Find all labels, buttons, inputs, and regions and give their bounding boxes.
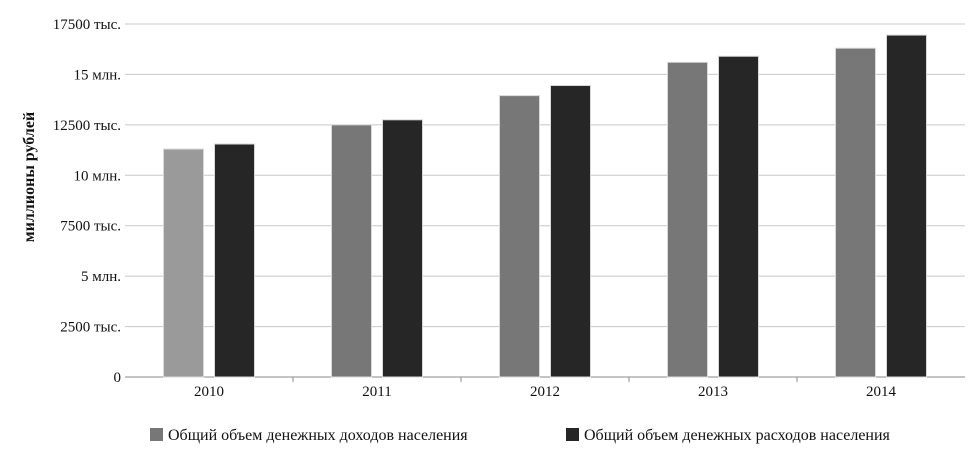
bar-2013-income bbox=[667, 61, 708, 378]
bar-2010-income bbox=[163, 148, 204, 378]
x-tick-label: 2010 bbox=[194, 384, 224, 400]
y-tick-label: 10 млн. bbox=[73, 168, 121, 184]
bar-2011-income bbox=[331, 124, 372, 378]
y-axis-label: миллионы рублей bbox=[21, 112, 38, 242]
y-tick-label: 17500 тыс. bbox=[53, 17, 121, 33]
y-tick-label: 0 bbox=[114, 370, 122, 386]
x-tick-label: 2011 bbox=[362, 384, 391, 400]
x-tick-label: 2013 bbox=[698, 384, 728, 400]
bar-2013-expense bbox=[718, 55, 759, 378]
bar-2010-expense bbox=[214, 143, 255, 378]
bar-2012-income bbox=[499, 95, 540, 378]
y-tick-label: 2500 тыс. bbox=[60, 320, 121, 336]
legend-label-expense: Общий объем денежных расходов населения bbox=[584, 427, 891, 444]
legend-swatch-income bbox=[150, 428, 163, 441]
legend: Общий объем денежных доходов населения Об… bbox=[150, 427, 891, 444]
y-tick-label: 15 млн. bbox=[73, 67, 121, 83]
legend-swatch-expense bbox=[566, 428, 579, 441]
bars bbox=[163, 34, 927, 378]
y-axis-ticks: 0 2500 тыс. 5 млн. 7500 тыс. 10 млн. 12500 ты… bbox=[53, 17, 121, 386]
bar-2014-expense bbox=[886, 34, 927, 378]
x-tick-label: 2014 bbox=[866, 384, 897, 400]
gridlines bbox=[125, 23, 965, 378]
bar-2011-expense bbox=[382, 119, 423, 378]
x-axis-ticks: 2010 2011 2012 2013 2014 bbox=[194, 377, 897, 400]
bar-2014-income bbox=[835, 47, 876, 378]
bar-2012-expense bbox=[550, 85, 591, 378]
x-tick-label: 2012 bbox=[530, 384, 560, 400]
y-tick-label: 5 млн. bbox=[81, 269, 121, 285]
y-tick-label: 7500 тыс. bbox=[60, 219, 121, 235]
legend-label-income: Общий объем денежных доходов населения bbox=[168, 427, 468, 444]
y-tick-label: 12500 тыс. bbox=[53, 118, 121, 134]
